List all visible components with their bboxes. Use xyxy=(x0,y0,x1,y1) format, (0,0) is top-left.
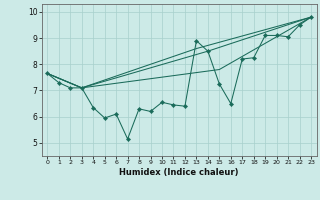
X-axis label: Humidex (Indice chaleur): Humidex (Indice chaleur) xyxy=(119,168,239,177)
